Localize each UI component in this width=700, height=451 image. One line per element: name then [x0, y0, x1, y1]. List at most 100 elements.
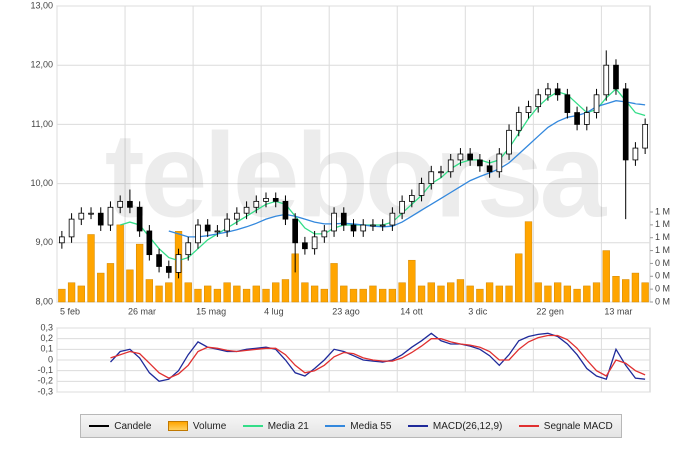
candle-body: [234, 212, 240, 220]
volume-bar: [427, 282, 435, 303]
volume-bar: [505, 285, 513, 303]
candle-body: [477, 159, 483, 167]
legend-label: MACD(26,12,9): [432, 420, 503, 432]
candle-body: [535, 94, 542, 108]
volume-bar: [184, 282, 192, 303]
volume-bar: [485, 282, 494, 303]
candle-body: [622, 88, 629, 161]
volume-bar: [301, 282, 309, 303]
x-tick-label: 14 ott: [400, 306, 423, 316]
candle-body: [136, 206, 143, 232]
volume-bar: [592, 282, 601, 303]
y2-tick-label: 1 M: [655, 206, 670, 216]
volume-bar: [204, 285, 212, 303]
legend-swatch: [167, 421, 188, 431]
volume-bar: [447, 282, 455, 303]
legend-label: Media 55: [350, 420, 392, 432]
volume-bar: [417, 285, 426, 303]
candle-body: [613, 64, 619, 90]
candle-body: [117, 200, 124, 208]
volume-bar: [272, 282, 280, 303]
legend-swatch: [407, 425, 428, 427]
legend-swatch: [518, 425, 539, 427]
y2-tick-label: 0 M: [655, 271, 670, 281]
candle-body: [253, 200, 260, 208]
x-tick-label: 13 mar: [604, 306, 632, 316]
candle-body: [564, 94, 571, 113]
volume-bar: [135, 243, 144, 303]
y2-tick-label: 0 M: [655, 284, 670, 294]
legend-label: Volume: [192, 420, 227, 432]
candle-body: [88, 212, 94, 215]
candle-body: [467, 153, 473, 161]
volume-bar: [398, 282, 406, 303]
volume-bar: [408, 259, 416, 303]
volume-bar: [281, 279, 290, 303]
candle-body: [107, 206, 114, 226]
legend-item: MACD(26,12,9): [407, 420, 503, 432]
volume-bar: [77, 285, 85, 303]
volume-bar: [612, 276, 620, 303]
legend: Candele Volume Media 21 Media 55 MACD(26,12,…: [80, 414, 622, 438]
y-tick-label: 0: [48, 354, 53, 364]
legend-swatch: [89, 425, 110, 427]
volume-bar: [116, 224, 124, 303]
candle-body: [350, 224, 357, 232]
y-tick-label: -0,2: [37, 376, 53, 386]
candle-body: [59, 236, 65, 244]
y-tick-label: 9,00: [35, 237, 53, 247]
x-tick-label: 26 mar: [128, 306, 156, 316]
candle-body: [408, 195, 415, 202]
candle-body: [68, 218, 75, 238]
candle-body: [185, 242, 192, 256]
y-tick-label: 0,2: [40, 333, 53, 343]
volume-bar: [583, 285, 591, 303]
volume-bar: [553, 282, 562, 303]
candle-body: [175, 254, 182, 273]
y-tick-label: 8,00: [35, 296, 53, 306]
candle-body: [78, 212, 85, 220]
volume-bar: [213, 288, 222, 303]
candle-body: [165, 266, 172, 273]
candle-body: [554, 88, 561, 96]
volume-bar: [310, 285, 319, 303]
volume-bar: [262, 288, 270, 303]
candle-body: [399, 200, 405, 214]
candle-body: [496, 153, 503, 173]
y2-tick-label: 1 M: [655, 232, 670, 242]
volume-bar: [456, 279, 465, 303]
x-tick-label: 5 feb: [60, 306, 80, 316]
candle-body: [204, 224, 211, 232]
chart: 8,00 9,00 10,00 11,00 12,00 13,00 teleborsa 0 M…: [30, 0, 670, 396]
volume-bar: [631, 272, 640, 303]
volume-bar: [515, 253, 523, 303]
y-tick-label: -0,1: [37, 365, 53, 375]
candle-body: [311, 236, 318, 250]
y-tick-label: 13,00: [30, 0, 53, 10]
y2-tick-label: 0 M: [655, 296, 670, 306]
candle-body: [370, 224, 376, 227]
x-tick-label: 4 lug: [264, 306, 284, 316]
y-tick-label: 11,00: [31, 119, 53, 129]
candle-body: [428, 171, 435, 184]
volume-bar: [330, 263, 338, 303]
candle-body: [486, 165, 493, 173]
volume-bar: [194, 288, 202, 303]
candle-body: [379, 224, 386, 227]
candle-body: [574, 112, 580, 125]
candle-body: [195, 224, 201, 244]
candle-body: [263, 197, 269, 202]
volume-bar: [544, 285, 552, 303]
legend-swatch: [325, 425, 346, 427]
plot-area: [56, 5, 651, 303]
candle-body: [632, 147, 639, 161]
candle-body: [272, 197, 279, 202]
candle-body: [321, 230, 328, 238]
candle-body: [389, 212, 396, 226]
volume-bar: [340, 285, 348, 303]
legend-item: Media 21: [242, 421, 309, 432]
volume-bar: [641, 282, 649, 303]
volume-bar: [563, 285, 572, 303]
y-tick-label: 0,1: [40, 344, 53, 354]
